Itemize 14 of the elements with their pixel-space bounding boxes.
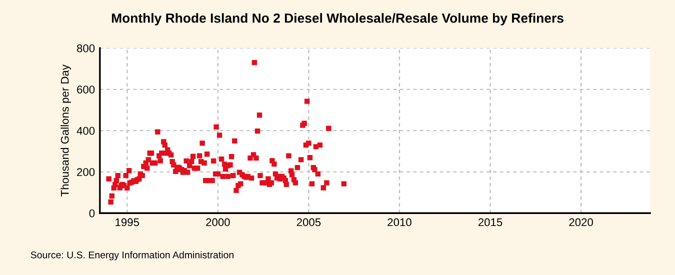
y-tick-label: 400 [76, 126, 95, 135]
x-tick-label: 2020 [569, 218, 593, 226]
y-tick-label: 800 [76, 44, 95, 52]
y-tick-label: 600 [77, 86, 95, 94]
source-note: Source: U.S. Energy Information Administration [30, 251, 234, 260]
x-tick-label: 2000 [206, 218, 230, 226]
y-tick-label: 200 [77, 168, 95, 176]
x-tick-label: 2010 [388, 218, 412, 226]
y-tick-label: 0 [89, 209, 95, 218]
y-axis-title: Thousand Gallons per Day [60, 64, 71, 196]
x-tick-label: 1995 [116, 218, 140, 226]
x-tick-label: 2005 [296, 218, 321, 226]
x-tick-label: 2015 [478, 218, 502, 226]
chart-title: Monthly Rhode Island No 2 Diesel Wholesale/Resale Volume by Refiners [112, 13, 564, 26]
